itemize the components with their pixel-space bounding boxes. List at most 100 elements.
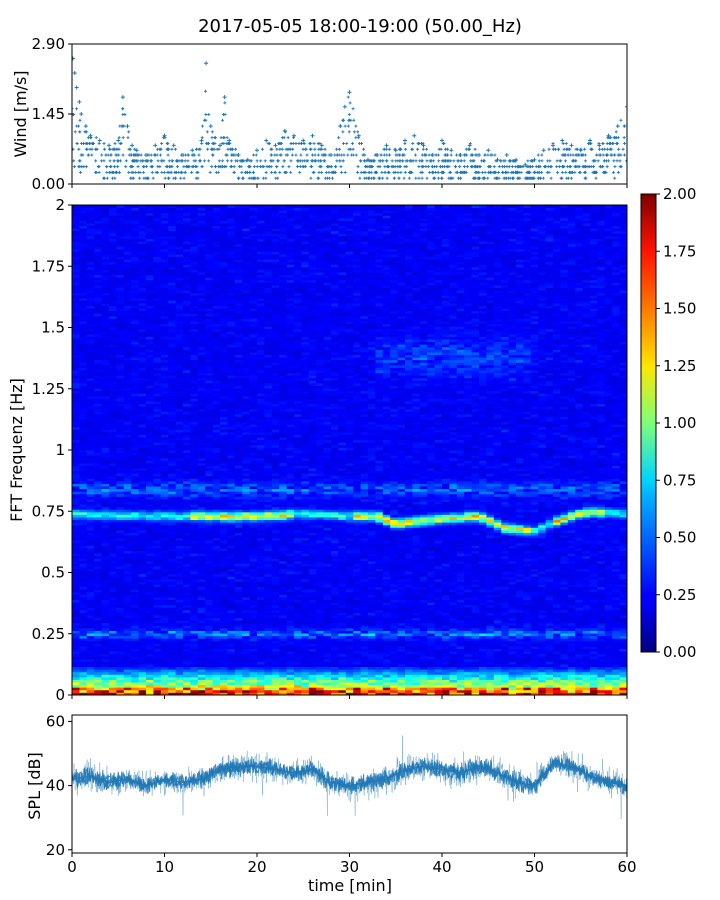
wind-point bbox=[449, 148, 454, 153]
heatmap-cell bbox=[501, 684, 509, 688]
heatmap-cell bbox=[368, 607, 376, 611]
wind-point bbox=[596, 159, 600, 163]
heatmap-cell bbox=[560, 589, 569, 593]
heatmap-cell bbox=[249, 682, 258, 686]
heatmap-cell bbox=[360, 581, 369, 585]
wind-point bbox=[135, 153, 139, 157]
heatmap-cell bbox=[508, 607, 517, 611]
heatmap-cell bbox=[545, 653, 554, 657]
heatmap-cell bbox=[619, 658, 627, 662]
wind-point bbox=[462, 165, 466, 169]
heatmap-cell bbox=[604, 671, 613, 675]
heatmap-cell bbox=[427, 653, 435, 657]
heatmap-cell bbox=[197, 689, 206, 693]
heatmap-cell bbox=[138, 617, 147, 621]
heatmap-cell bbox=[368, 612, 376, 616]
heatmap-cell bbox=[516, 612, 524, 616]
heatmap-cell bbox=[508, 584, 517, 588]
heatmap-cell bbox=[197, 682, 206, 686]
wind-point bbox=[581, 165, 585, 169]
wind-point bbox=[282, 159, 286, 163]
heatmap-cell bbox=[612, 658, 620, 662]
heatmap-cell bbox=[109, 633, 117, 637]
heatmap-cell bbox=[308, 653, 317, 657]
heatmap-cell bbox=[397, 597, 406, 600]
heatmap-cell bbox=[456, 581, 465, 585]
wind-point bbox=[97, 138, 102, 143]
heatmap-cell bbox=[301, 578, 310, 582]
heatmap-cell bbox=[116, 692, 125, 695]
heatmap-cell bbox=[405, 576, 413, 580]
heatmap-cell bbox=[301, 625, 310, 629]
heatmap-cell bbox=[419, 651, 428, 655]
heatmap-cell bbox=[567, 615, 576, 619]
heatmap-cell bbox=[516, 656, 524, 660]
heatmap-cell bbox=[264, 589, 273, 593]
heatmap-cell bbox=[493, 646, 502, 649]
heatmap-cell bbox=[264, 651, 273, 655]
heatmap-cell bbox=[368, 617, 376, 621]
heatmap-cell bbox=[427, 676, 435, 680]
heatmap-cell bbox=[116, 573, 125, 577]
heatmap-cell bbox=[575, 692, 583, 695]
heatmap-cell bbox=[79, 679, 88, 683]
heatmap-cell bbox=[345, 594, 354, 598]
heatmap-cell bbox=[464, 684, 472, 688]
heatmap-cell bbox=[471, 674, 480, 678]
heatmap-cell bbox=[560, 684, 569, 688]
heatmap-cell bbox=[153, 658, 162, 662]
heatmap-cell bbox=[530, 602, 539, 606]
heatmap-cell bbox=[220, 684, 228, 688]
wind-point bbox=[625, 104, 627, 109]
heatmap-cell bbox=[242, 633, 250, 637]
heatmap-cell bbox=[442, 597, 450, 600]
heatmap-cell bbox=[516, 674, 524, 678]
heatmap-cell bbox=[604, 687, 613, 691]
heatmap-cell bbox=[604, 625, 613, 629]
heatmap-cell bbox=[619, 622, 627, 626]
heatmap-cell bbox=[279, 584, 287, 588]
wind-point bbox=[527, 170, 531, 174]
heatmap-cell bbox=[308, 674, 317, 678]
heatmap-cell bbox=[146, 617, 154, 621]
heatmap-cell bbox=[323, 594, 332, 598]
heatmap-cell bbox=[382, 586, 391, 590]
wind-point bbox=[393, 170, 397, 174]
heatmap-cell bbox=[316, 653, 324, 657]
heatmap-cell bbox=[405, 682, 413, 686]
heatmap-cell bbox=[249, 687, 258, 691]
heatmap-cell bbox=[486, 664, 495, 668]
heatmap-cell bbox=[590, 584, 598, 588]
heatmap-cell bbox=[294, 599, 302, 603]
heatmap-cell bbox=[227, 627, 236, 631]
heatmap-cell bbox=[331, 658, 339, 662]
heatmap-cell bbox=[390, 622, 398, 626]
heatmap-cell bbox=[493, 651, 502, 655]
heatmap-cell bbox=[72, 604, 80, 608]
heatmap-cell bbox=[331, 671, 339, 675]
heatmap-cell bbox=[604, 597, 613, 600]
heatmap-cell bbox=[501, 591, 509, 595]
heatmap-cell bbox=[390, 671, 398, 675]
wind-point bbox=[130, 143, 135, 148]
heatmap-cell bbox=[538, 573, 546, 577]
heatmap-cell bbox=[123, 689, 132, 693]
heatmap-cell bbox=[331, 674, 339, 678]
wind-point bbox=[470, 153, 474, 157]
heatmap-cell bbox=[175, 692, 184, 695]
heatmap-cell bbox=[101, 604, 110, 608]
heatmap-cell bbox=[109, 602, 117, 606]
heatmap-cell bbox=[153, 666, 162, 670]
heatmap-cell bbox=[123, 635, 132, 639]
heatmap-cell bbox=[345, 597, 354, 600]
wind-point bbox=[317, 170, 321, 174]
heatmap-cell bbox=[412, 625, 421, 629]
heatmap-cell bbox=[567, 666, 576, 670]
heatmap-cell bbox=[493, 584, 502, 588]
heatmap-cell bbox=[294, 674, 302, 678]
heatmap-cell bbox=[590, 687, 598, 691]
heatmap-cell bbox=[242, 692, 250, 695]
heatmap-cell bbox=[619, 586, 627, 590]
heatmap-cell bbox=[72, 682, 80, 686]
heatmap-cell bbox=[183, 594, 191, 598]
